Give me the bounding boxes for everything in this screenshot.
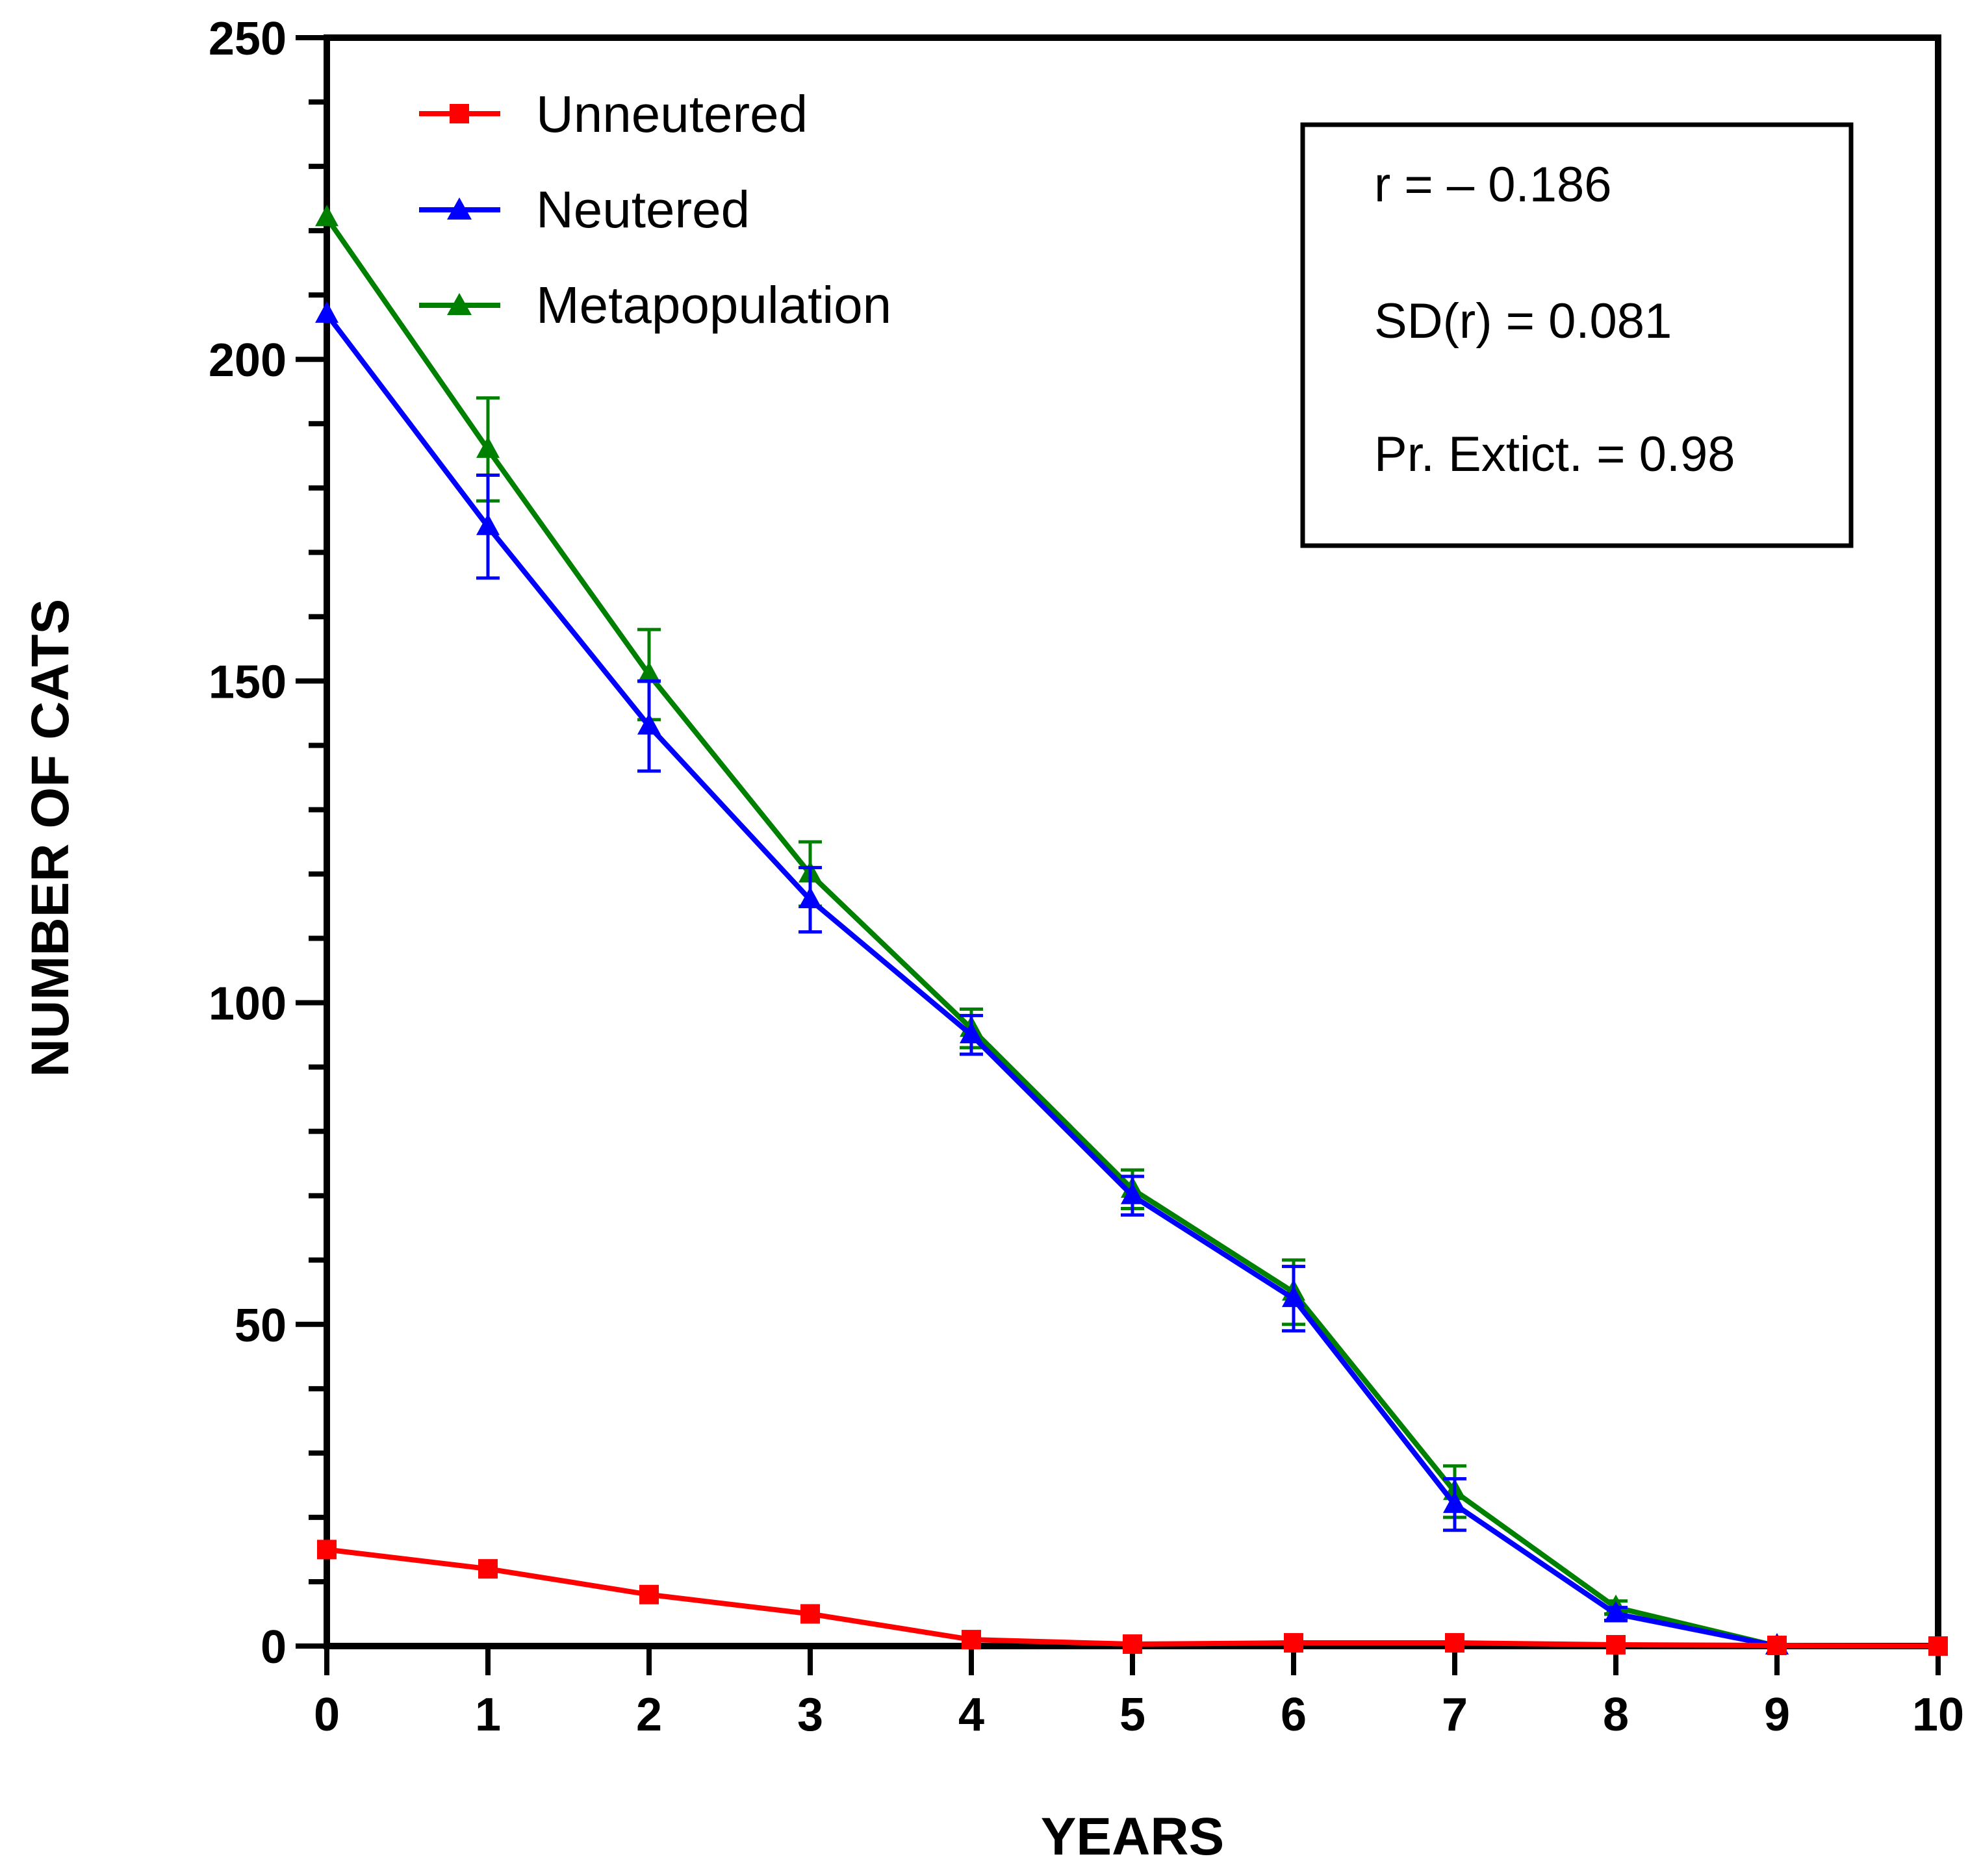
x-tick-label: 7 xyxy=(1442,1689,1468,1741)
x-axis-ticks: 0 1 2 3 4 5 6 7 8 9 10 xyxy=(314,1646,1964,1741)
data-point-unneutered xyxy=(1767,1636,1787,1656)
y-axis-ticks: 0 50 100 150 200 250 xyxy=(209,13,327,1673)
data-point-unneutered xyxy=(1123,1634,1142,1654)
series-neutered xyxy=(315,301,1789,1654)
x-tick-label: 10 xyxy=(1912,1689,1964,1741)
data-point-neutered xyxy=(1604,1601,1628,1623)
data-point-unneutered xyxy=(962,1630,981,1650)
x-tick-label: 3 xyxy=(797,1689,823,1741)
legend-label-metapopulation: Metapopulation xyxy=(536,276,891,334)
x-tick-label: 9 xyxy=(1764,1689,1790,1741)
data-point-unneutered xyxy=(1928,1636,1948,1656)
stats-extinction: Pr. Extict. = 0.98 xyxy=(1374,427,1735,482)
y-tick-label: 250 xyxy=(209,13,287,65)
data-point-neutered xyxy=(476,513,500,535)
x-tick-label: 2 xyxy=(636,1689,662,1741)
series-line-neutered xyxy=(324,312,1778,1649)
x-axis-title: YEARS xyxy=(1041,1807,1225,1866)
data-point-unneutered xyxy=(639,1584,659,1604)
data-point-unneutered xyxy=(1284,1633,1303,1653)
x-tick-label: 6 xyxy=(1281,1689,1307,1741)
data-point-unneutered xyxy=(1606,1635,1626,1655)
legend-marker-metapopulation xyxy=(447,293,472,315)
data-point-unneutered xyxy=(317,1540,337,1560)
x-tick-label: 4 xyxy=(958,1689,984,1741)
y-axis-title: NUMBER OF CATS xyxy=(21,599,80,1077)
legend-marker-unneutered xyxy=(450,104,469,123)
data-point-neutered xyxy=(799,887,822,909)
y-tick-label: 0 xyxy=(261,1621,287,1673)
stats-box-frame xyxy=(1300,122,1854,548)
stats-sd: SD(r) = 0.081 xyxy=(1374,294,1672,349)
legend-item-unneutered: Unneutered xyxy=(419,85,808,143)
series-layer xyxy=(315,205,1948,1656)
series-line-metapopulation xyxy=(324,216,1778,1649)
x-tick-label: 8 xyxy=(1603,1689,1629,1741)
x-tick-label: 1 xyxy=(475,1689,501,1741)
data-point-unneutered xyxy=(478,1559,498,1579)
x-tick-label: 5 xyxy=(1119,1689,1145,1741)
legend-item-metapopulation: Metapopulation xyxy=(419,276,891,334)
x-tick-label: 0 xyxy=(314,1689,340,1741)
data-point-neutered xyxy=(1443,1491,1466,1514)
data-point-neutered xyxy=(637,713,661,735)
series-unneutered xyxy=(317,1540,1948,1656)
data-point-metapopulation xyxy=(476,436,500,458)
data-point-unneutered xyxy=(800,1604,820,1624)
y-tick-label: 100 xyxy=(209,978,287,1030)
stats-r: r = – 0.186 xyxy=(1374,157,1612,212)
data-point-metapopulation xyxy=(637,661,661,683)
legend-label-unneutered: Unneutered xyxy=(536,85,808,143)
legend-marker-neutered xyxy=(447,197,472,220)
legend-item-neutered: Neutered xyxy=(419,181,750,238)
legend: Unneutered Neutered Metapopulation xyxy=(419,85,891,334)
data-point-neutered xyxy=(315,301,339,323)
y-tick-label: 150 xyxy=(209,656,287,708)
data-point-neutered xyxy=(960,1022,983,1044)
stats-box: r = – 0.186 SD(r) = 0.081 Pr. Extict. = … xyxy=(1300,122,1854,548)
data-point-unneutered xyxy=(1445,1633,1464,1653)
data-point-neutered xyxy=(1121,1182,1144,1204)
y-tick-label: 200 xyxy=(209,335,287,387)
y-tick-label: 50 xyxy=(235,1300,287,1352)
data-point-metapopulation xyxy=(315,205,339,227)
data-point-neutered xyxy=(1282,1286,1305,1308)
legend-label-neutered: Neutered xyxy=(536,181,750,238)
